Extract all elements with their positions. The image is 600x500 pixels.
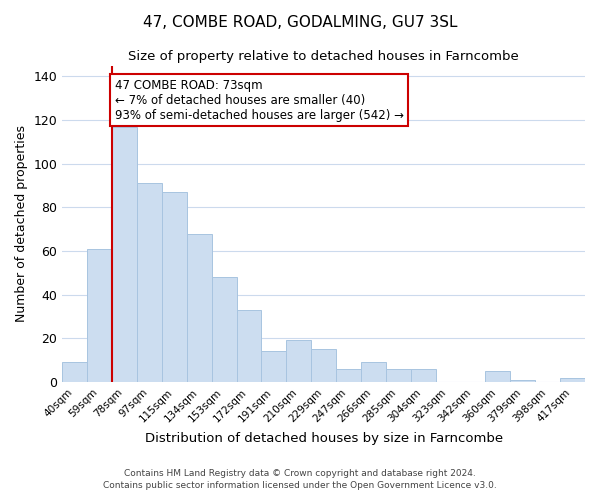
Bar	[112, 126, 137, 382]
Bar	[137, 184, 162, 382]
Bar	[560, 378, 585, 382]
Bar	[511, 380, 535, 382]
Bar	[411, 369, 436, 382]
Y-axis label: Number of detached properties: Number of detached properties	[15, 126, 28, 322]
Bar	[236, 310, 262, 382]
Bar	[286, 340, 311, 382]
Text: Contains HM Land Registry data © Crown copyright and database right 2024.
Contai: Contains HM Land Registry data © Crown c…	[103, 468, 497, 490]
Bar	[212, 277, 236, 382]
Bar	[485, 371, 511, 382]
Bar	[262, 352, 286, 382]
Bar	[336, 369, 361, 382]
Bar	[386, 369, 411, 382]
Title: Size of property relative to detached houses in Farncombe: Size of property relative to detached ho…	[128, 50, 519, 63]
Text: 47, COMBE ROAD, GODALMING, GU7 3SL: 47, COMBE ROAD, GODALMING, GU7 3SL	[143, 15, 457, 30]
Bar	[187, 234, 212, 382]
Bar	[62, 362, 87, 382]
Bar	[361, 362, 386, 382]
Bar	[87, 249, 112, 382]
Bar	[162, 192, 187, 382]
X-axis label: Distribution of detached houses by size in Farncombe: Distribution of detached houses by size …	[145, 432, 503, 445]
Bar	[311, 349, 336, 382]
Text: 47 COMBE ROAD: 73sqm
← 7% of detached houses are smaller (40)
93% of semi-detach: 47 COMBE ROAD: 73sqm ← 7% of detached ho…	[115, 78, 404, 122]
